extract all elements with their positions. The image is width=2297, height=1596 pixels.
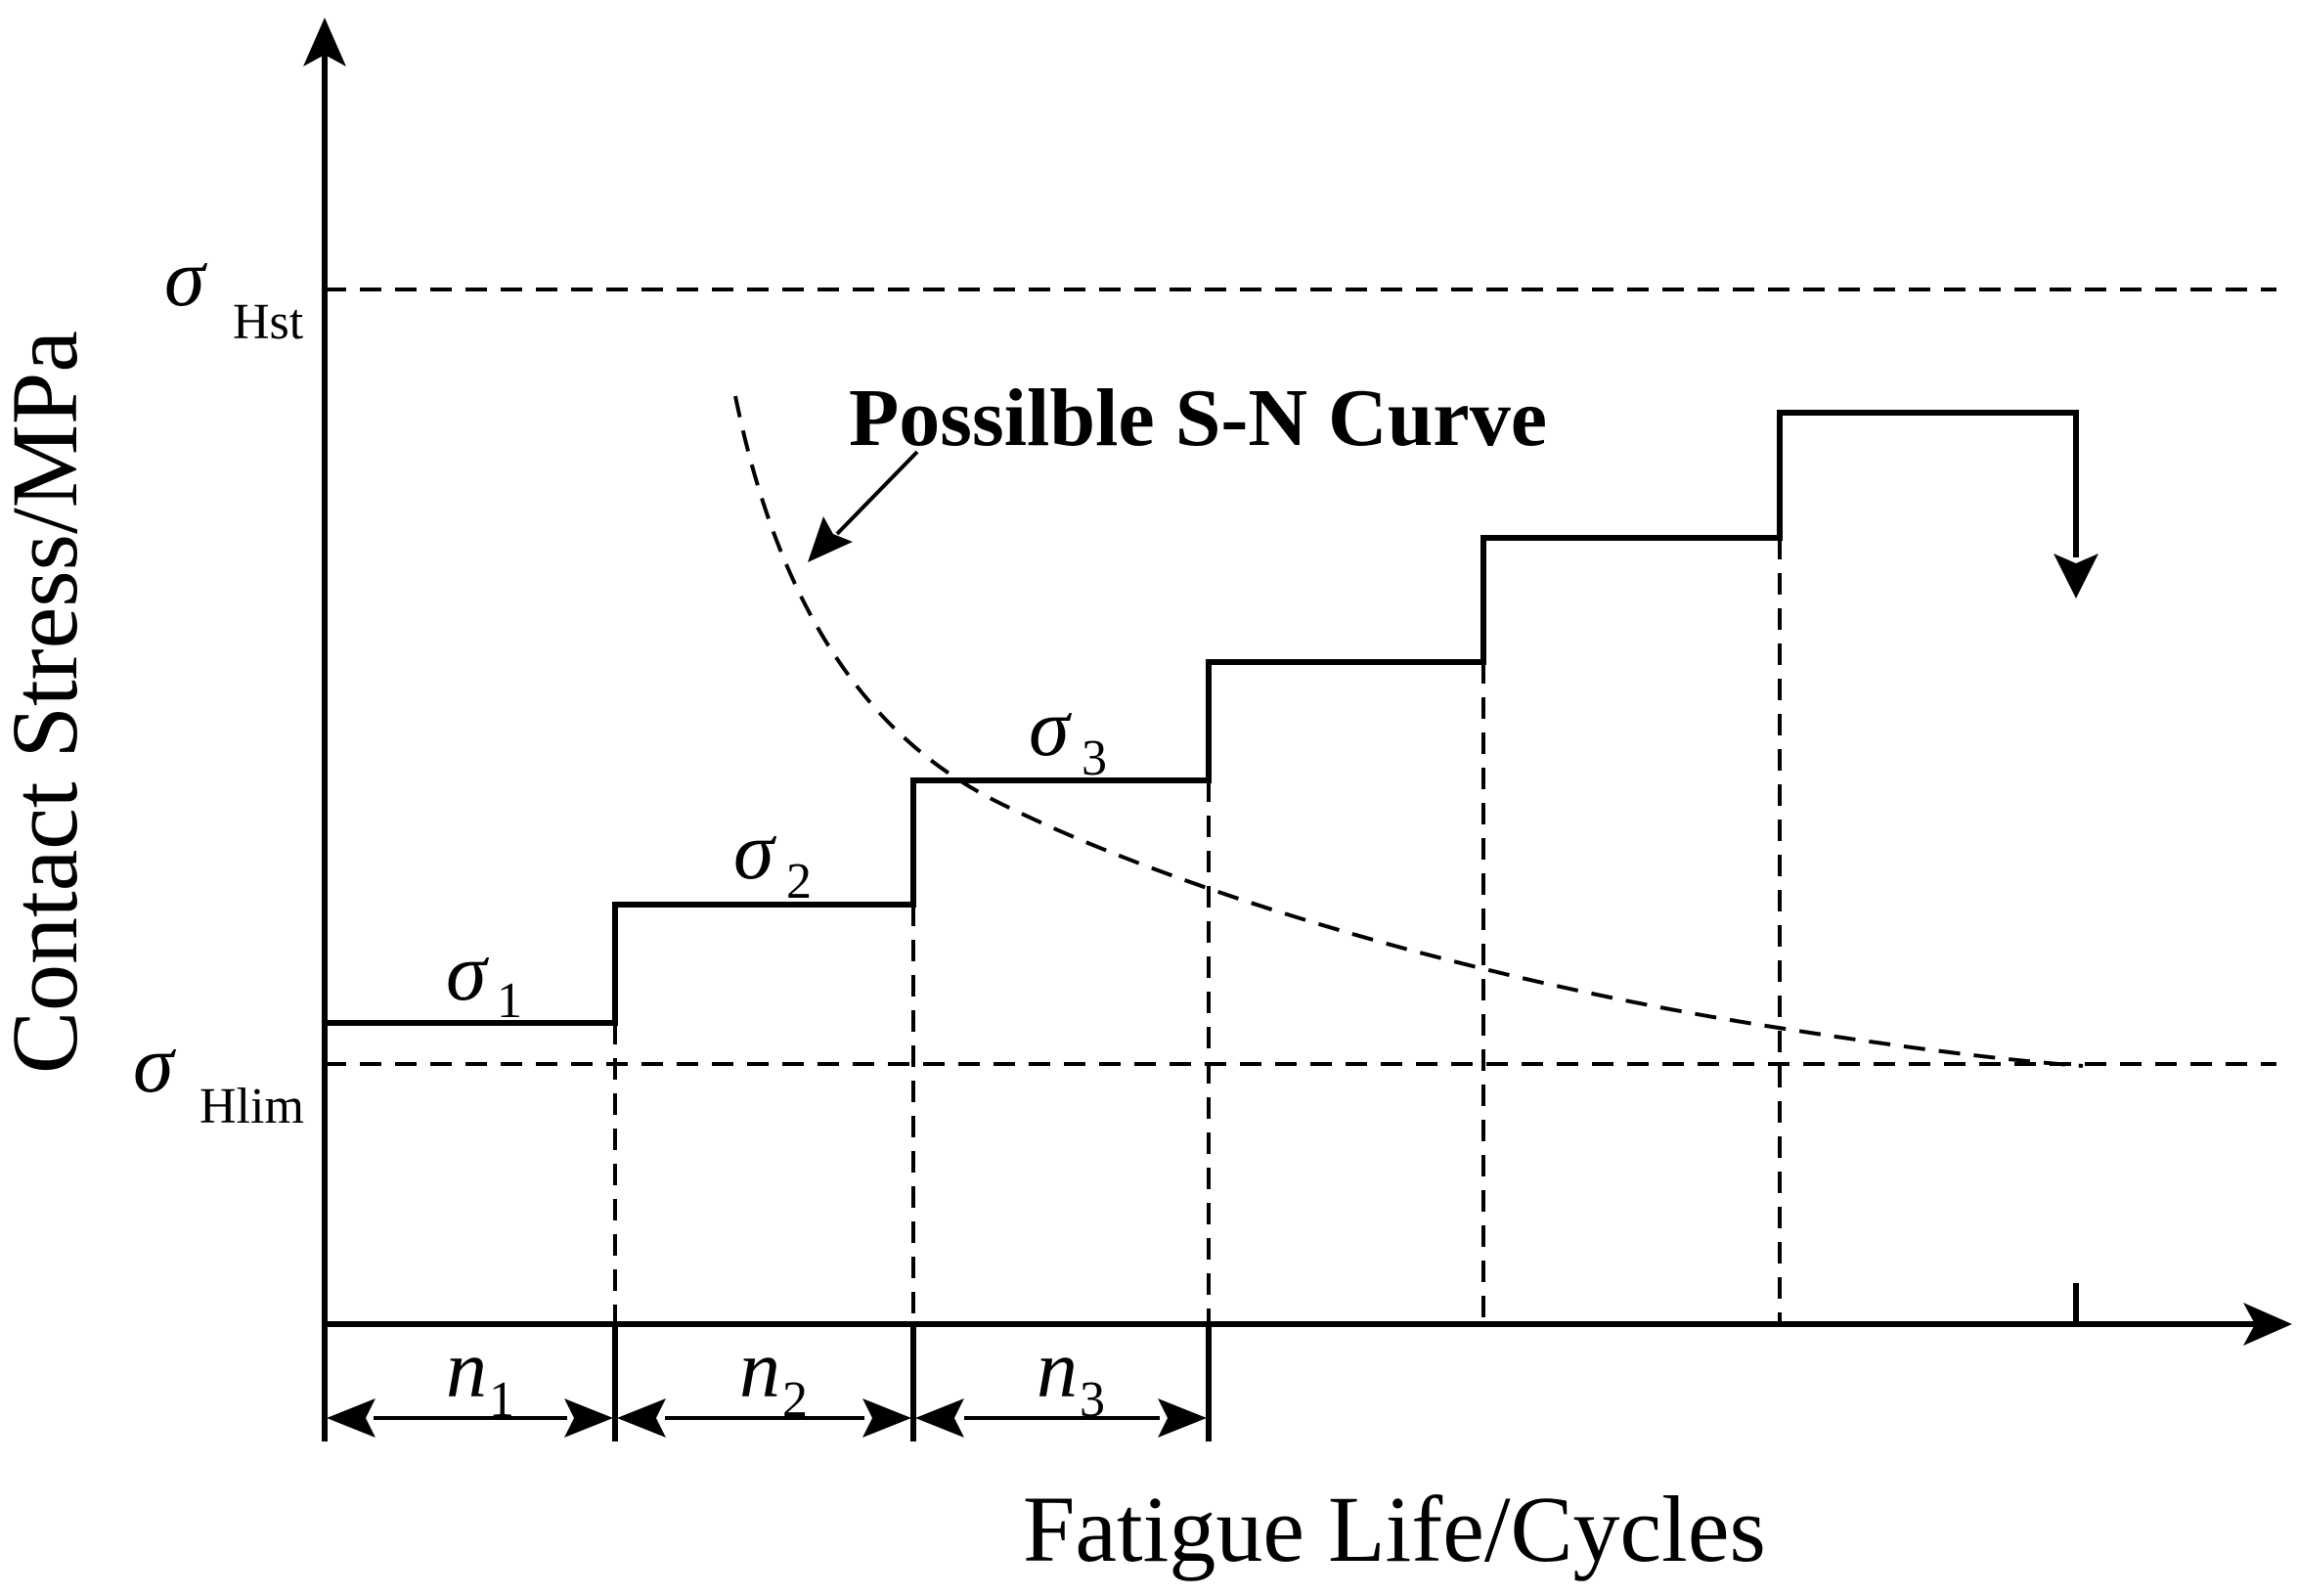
interval-1-symbol: n	[446, 1324, 487, 1415]
step-2-symbol: σ	[733, 806, 777, 897]
interval-arrow-2-left	[617, 1398, 666, 1438]
step-1-symbol: σ	[446, 927, 490, 1018]
step-1-subscript: 1	[497, 973, 522, 1029]
interval-2-symbol: n	[739, 1324, 780, 1415]
step-2-subscript: 2	[786, 854, 812, 909]
lower-threshold-subscript: Hlim	[199, 1079, 304, 1134]
upper-threshold-symbol: σ	[164, 233, 208, 324]
interval-3-symbol: n	[1037, 1324, 1078, 1415]
load-staircase	[325, 410, 2079, 1026]
upper-threshold-subscript: Hst	[233, 294, 304, 350]
interval-3-subscript: 3	[1080, 1372, 1105, 1428]
y-axis-arrowhead	[303, 18, 346, 66]
callout-label: Possilble S-N Curve	[849, 373, 1547, 464]
interval-arrow-3-right	[1158, 1398, 1207, 1438]
x-axis-label: Fatigue Life/Cycles	[1023, 1477, 1766, 1581]
interval-arrow-1-right	[564, 1398, 613, 1438]
interval-arrow-1-left	[327, 1398, 375, 1438]
interval-arrow-2-right	[862, 1398, 911, 1438]
termination-arrowhead	[2054, 554, 2098, 598]
callout-leader-head	[808, 516, 853, 562]
interval-arrow-3-left	[915, 1398, 964, 1438]
step-3-symbol: σ	[1029, 683, 1073, 774]
interval-1-subscript: 1	[489, 1372, 514, 1428]
x-axis-arrowhead	[2243, 1303, 2292, 1346]
callout-leader	[835, 450, 919, 536]
y-axis-label: Contact Stress/MPa	[0, 331, 97, 1074]
step-3-subscript: 3	[1082, 731, 1107, 786]
sn-curve	[733, 395, 2084, 1068]
interval-2-subscript: 2	[782, 1372, 808, 1428]
lower-threshold-symbol: σ	[133, 1019, 177, 1110]
